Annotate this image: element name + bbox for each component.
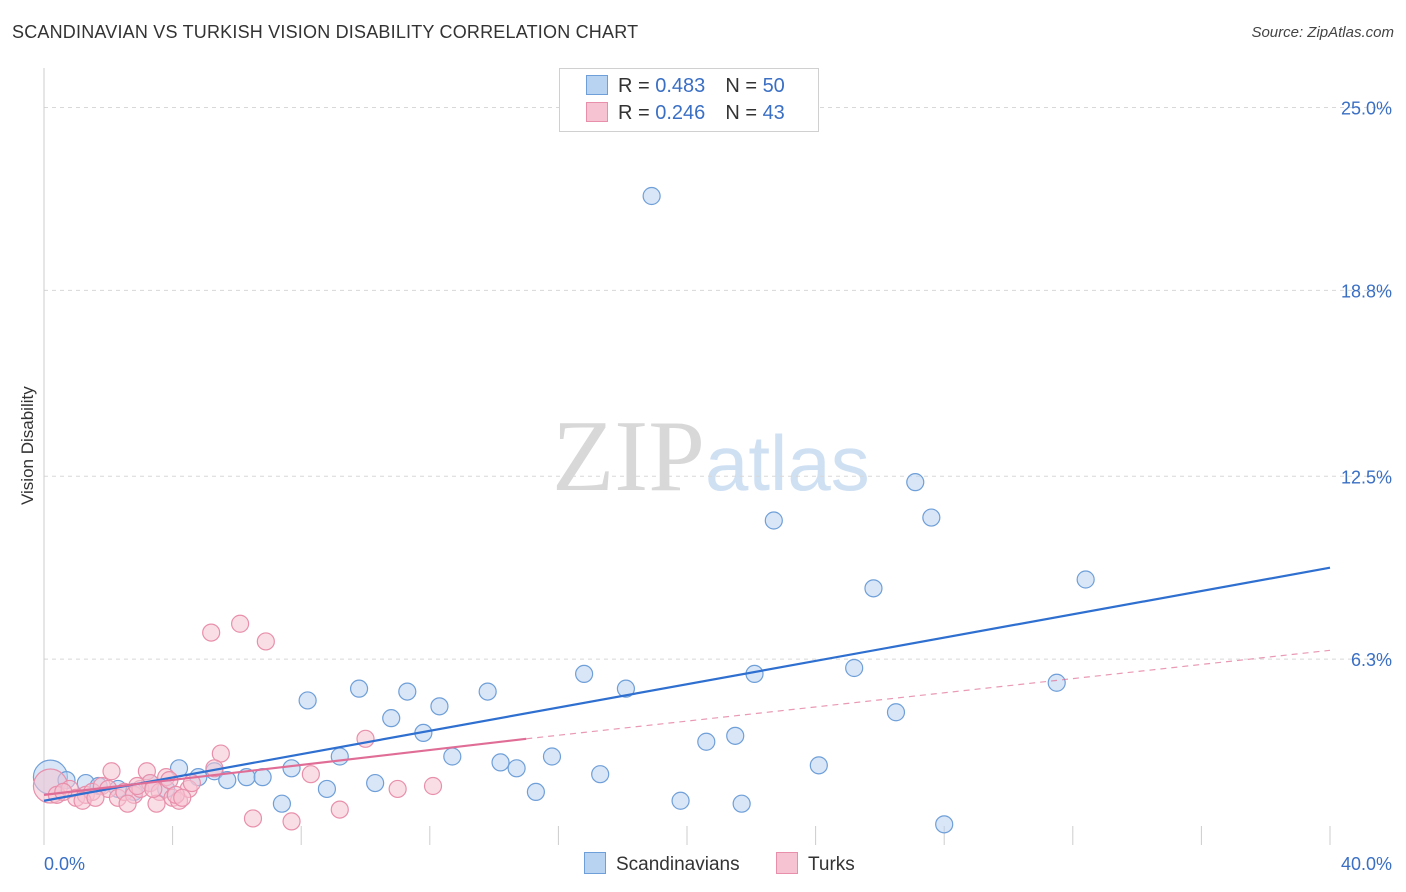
scandinavian-point [542, 747, 562, 766]
legend-r-label: R = [618, 102, 656, 124]
y-tick-label: 18.8% [1341, 281, 1392, 301]
source-label: Source: ZipAtlas.com [1251, 24, 1394, 41]
turk-point [231, 614, 250, 633]
x-tick-label: 40.0% [1341, 854, 1392, 874]
turk-point [330, 800, 349, 819]
legend-r-value: 0.246 [655, 102, 706, 124]
scandinavian-point [443, 747, 462, 766]
y-tick-label: 6.3% [1351, 650, 1392, 670]
turk-point [202, 623, 221, 642]
turk-point [118, 794, 137, 813]
y-axis-label: Vision Disability [18, 386, 37, 505]
legend-r-value: 0.483 [655, 75, 706, 97]
scandinavian-point [330, 747, 349, 766]
scandinavian-point [349, 679, 369, 698]
bottom-legend-scandinavians: Scandinavians [584, 852, 740, 876]
scandinavian-point [282, 759, 301, 778]
bottom-legend-label: Scandinavians [616, 854, 740, 875]
turk-point [102, 762, 121, 781]
scandinavian-point [671, 791, 690, 810]
scandinavian-point [398, 682, 417, 701]
watermark-atlas: atlas [705, 419, 870, 507]
scandinavian-point [922, 508, 941, 527]
turk-trend-extension [526, 649, 1331, 740]
scandinavian-trend-line [43, 566, 1331, 802]
turk-point [388, 779, 407, 799]
legend-swatch-blue [586, 75, 608, 95]
bottom-legend-label: Turks [808, 854, 855, 875]
scandinavian-point [642, 186, 661, 206]
legend-n-label: N = [725, 102, 763, 124]
y-tick-label: 25.0% [1341, 99, 1392, 119]
scandinavian-point [478, 682, 497, 701]
legend-row-turks: R = 0.246 N = 43 [586, 102, 785, 126]
scandinavian-point [430, 697, 449, 716]
scandinavian-point [507, 759, 526, 778]
scandinavian-point [298, 691, 317, 710]
legend-n-value: 43 [762, 102, 785, 124]
scandinavian-point [864, 579, 883, 598]
scandinavian-point [526, 782, 545, 802]
legend-n-label: N = [725, 75, 763, 97]
scandinavian-point [845, 658, 864, 678]
legend-r-label: R = [618, 75, 656, 97]
scandinavian-point [616, 679, 636, 698]
stats-legend: R = 0.483 N = 50 R = 0.246 N = 43 [559, 68, 819, 132]
legend-row-scandinavians: R = 0.483 N = 50 [586, 75, 785, 99]
legend-swatch-pink [586, 102, 608, 122]
turk-point [282, 812, 301, 831]
turk-point [423, 776, 443, 796]
scandinavian-point [382, 709, 401, 728]
turk-trend-line [43, 737, 527, 796]
scandinavian-point [491, 753, 510, 772]
bottom-legend-turks: Turks [776, 852, 855, 876]
scandinavian-point [1047, 673, 1066, 692]
scandinavian-point [317, 779, 337, 799]
scandinavian-point [732, 794, 751, 813]
scandinavian-point [591, 765, 610, 784]
bottom-legend-swatch-pink [776, 852, 798, 874]
turk-point [243, 809, 263, 828]
scandinavian-point [697, 732, 716, 751]
scandinavian-point [935, 815, 954, 834]
turk-point [356, 729, 375, 748]
scandinavian-point [906, 473, 925, 492]
y-tick-label: 12.5% [1341, 467, 1392, 487]
turk-point [301, 765, 320, 784]
turk-point [147, 794, 166, 813]
x-tick-label: 0.0% [44, 854, 85, 874]
scandinavian-point [1076, 570, 1095, 589]
scandinavian-point [809, 756, 828, 775]
turk-point [173, 788, 192, 807]
scandinavian-point [886, 703, 906, 722]
legend-n-value: 50 [762, 75, 785, 97]
scandinavian-point [366, 773, 385, 793]
chart-title: SCANDINAVIAN VS TURKISH VISION DISABILIT… [12, 22, 639, 42]
scandinavian-point [764, 511, 783, 530]
turk-point [256, 632, 275, 651]
zipatlas-watermark: ZIPatlas [552, 398, 870, 515]
bottom-legend-swatch-blue [584, 852, 606, 874]
scandinavian-point [575, 664, 594, 684]
scandinavian-point [272, 794, 292, 813]
scandinavian-point [726, 726, 745, 745]
scandinavian-point [218, 770, 237, 790]
watermark-zip: ZIP [552, 400, 705, 513]
